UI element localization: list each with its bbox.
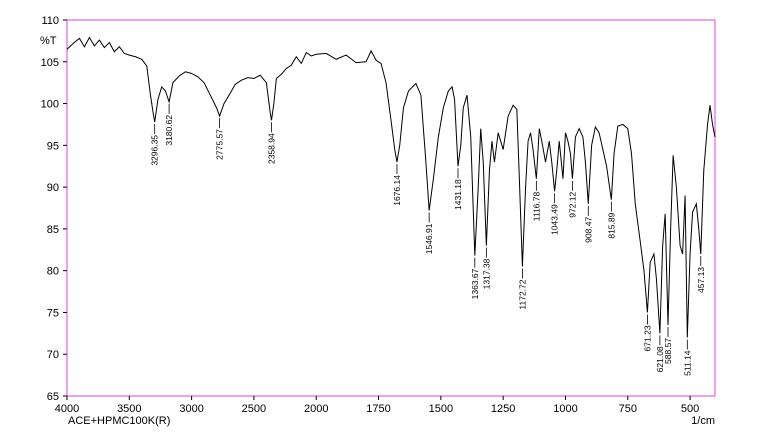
peak-label: 3296.35 [150,135,160,166]
peak-label: 815.89 [606,212,616,238]
y-tick-label: 70 [47,349,59,361]
peak-label: 588.57 [663,338,673,364]
x-tick-label: 1750 [366,403,390,415]
y-tick-label: 105 [41,57,59,69]
y-tick-label: 100 [41,99,59,111]
x-axis-label: 1/cm [691,415,715,427]
peak-label: 3180.62 [164,115,174,146]
peak-label: 457.13 [696,267,706,293]
peak-label: 1317.38 [481,258,491,289]
y-tick-label: 80 [47,266,59,278]
y-tick-label: 85 [47,224,59,236]
x-tick-label: 1500 [429,403,453,415]
peak-label: 1546.91 [424,223,434,254]
peak-label: 511.14 [682,350,692,376]
peak-label: 1676.14 [392,175,402,206]
x-tick-label: 4000 [55,403,79,415]
y-tick-label: 110 [41,15,59,27]
peak-label: 1172.72 [517,279,527,309]
peak-label: 2358.94 [267,133,277,164]
peak-label: 908.47 [583,217,593,243]
x-tick-label: 750 [619,403,637,415]
peak-label: 1043.49 [550,204,560,235]
x-tick-label: 2500 [242,403,266,415]
peak-label: 972.12 [567,191,577,217]
plot-frame [66,19,716,397]
y-tick-label: 95 [47,140,59,152]
y-tick-label: 65 [47,391,59,403]
x-tick-label: 1000 [553,403,577,415]
peak-label: 621.08 [655,346,665,372]
x-tick-label: 3500 [117,403,141,415]
y-axis-label: %T [40,35,57,47]
x-tick-label: 3000 [179,403,203,415]
peak-label: 2775.57 [215,129,225,160]
peak-label: 1363.67 [470,268,480,299]
spectrum-line [66,36,716,338]
y-tick-label: 75 [47,307,59,319]
peak-label: 1431.18 [453,179,463,210]
sample-label: ACE+HPMC100K(R) [68,415,170,427]
peak-label: 671.23 [642,325,652,351]
x-tick-label: 500 [681,403,699,415]
x-tick-label: 1250 [491,403,515,415]
y-tick-label: 90 [47,182,59,194]
peak-label: 1116.78 [531,191,541,221]
x-tick-label: 2000 [304,403,328,415]
